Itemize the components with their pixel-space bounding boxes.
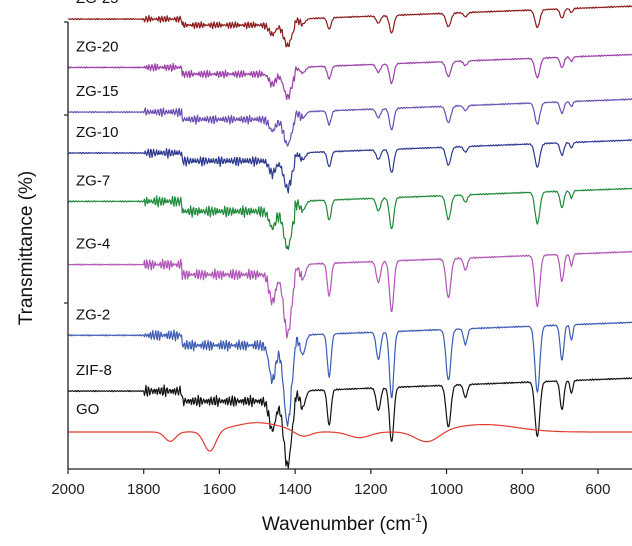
trace-zif-8 xyxy=(67,377,632,469)
trace-go xyxy=(68,422,632,452)
x-tick-label-1600: 1600 xyxy=(203,481,236,498)
x-tick-label-1000: 1000 xyxy=(430,481,463,498)
y-axis-title: Transmittance (%) xyxy=(16,171,37,326)
series-label-go: GO xyxy=(76,401,99,418)
trace-zg-15 xyxy=(67,98,632,147)
x-ticks: 2000 1800 1600 1400 1200 1000 800 600 xyxy=(51,469,610,498)
x-tick-label-1200: 1200 xyxy=(354,481,387,498)
series-label-zg-20: ZG-20 xyxy=(76,38,119,55)
x-axis-title: Wavenumber (cm-1) xyxy=(262,511,428,535)
x-tick-label-2000: 2000 xyxy=(51,481,84,498)
spectra-group xyxy=(67,5,632,469)
series-label-zg-10: ZG-10 xyxy=(76,124,119,141)
x-tick-label-600: 600 xyxy=(585,481,610,498)
trace-zg-2 xyxy=(67,321,632,427)
x-tick-label-1800: 1800 xyxy=(127,481,160,498)
series-label-zg-2: ZG-2 xyxy=(76,306,110,323)
x-tick-label-800: 800 xyxy=(510,481,535,498)
series-labels: ZG-25 ZG-20 ZG-15 ZG-10 ZG-7 ZG-4 ZG-2 ZIF-8 GO xyxy=(76,0,119,418)
series-label-zif-8: ZIF-8 xyxy=(76,362,112,379)
trace-zg-4 xyxy=(67,250,632,339)
trace-zg-10 xyxy=(67,139,632,194)
series-label-zg-4: ZG-4 xyxy=(76,236,110,253)
x-tick-label-1400: 1400 xyxy=(278,481,311,498)
trace-zg-25 xyxy=(67,5,632,48)
trace-zg-20 xyxy=(67,53,632,101)
series-label-zg-25: ZG-25 xyxy=(76,0,119,7)
series-label-zg-7: ZG-7 xyxy=(76,172,110,189)
trace-zg-7 xyxy=(67,187,632,251)
series-label-zg-15: ZG-15 xyxy=(76,83,119,100)
